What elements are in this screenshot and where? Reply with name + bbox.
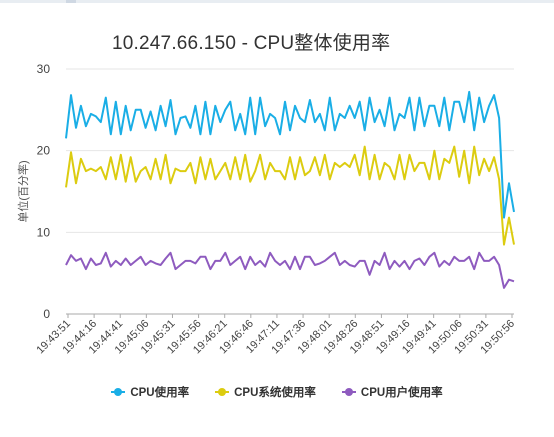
series-line-2 bbox=[65, 145, 515, 246]
legend-marker-dot bbox=[344, 388, 353, 396]
top-divider bbox=[0, 0, 554, 3]
y-tick-label: 10 bbox=[37, 225, 51, 239]
series-line-3 bbox=[65, 251, 515, 289]
y-axis-label: 单位(百分率) bbox=[16, 160, 30, 222]
legend-label: CPU使用率 bbox=[130, 387, 190, 399]
top-tab-indicator bbox=[66, 0, 76, 3]
legend-marker-dot bbox=[114, 388, 123, 396]
legend-item-1[interactable]: CPU使用率 bbox=[111, 384, 189, 400]
y-tick-label: 20 bbox=[37, 144, 51, 158]
cpu-usage-chart: 0102030单位(百分率)19:43:5119:44:1619:44:4119… bbox=[16, 62, 517, 356]
legend-marker bbox=[215, 387, 230, 397]
chart-legend: CPU使用率 CPU系统使用率 CPU用户使用率 bbox=[0, 384, 554, 400]
legend-item-3[interactable]: CPU用户使用率 bbox=[341, 384, 443, 400]
y-tick-label: 0 bbox=[43, 307, 50, 321]
legend-marker-dot bbox=[218, 388, 227, 396]
legend-item-2[interactable]: CPU系统使用率 bbox=[215, 384, 316, 400]
legend-label: CPU用户使用率 bbox=[360, 387, 443, 399]
series-line-1 bbox=[65, 90, 515, 219]
legend-marker bbox=[111, 387, 126, 397]
legend-label: CPU系统使用率 bbox=[234, 387, 316, 399]
y-tick-label: 30 bbox=[37, 62, 51, 76]
chart-title: 10.247.66.150 - CPU整体使用率 bbox=[112, 33, 391, 54]
legend-marker bbox=[341, 387, 356, 397]
